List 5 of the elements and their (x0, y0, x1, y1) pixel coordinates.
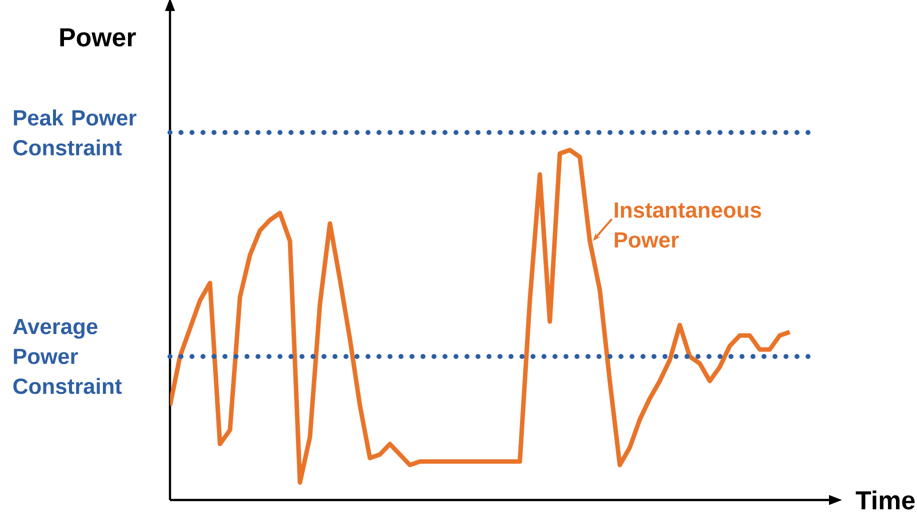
ref-line-label: Average Power Constraint (13, 318, 122, 394)
y-axis-title: Power (60, 28, 136, 46)
x-axis-title: Time (856, 490, 915, 510)
annotation: Instantaneous Power (614, 202, 762, 248)
ref-line-label: Peak Power Constraint (13, 109, 136, 156)
